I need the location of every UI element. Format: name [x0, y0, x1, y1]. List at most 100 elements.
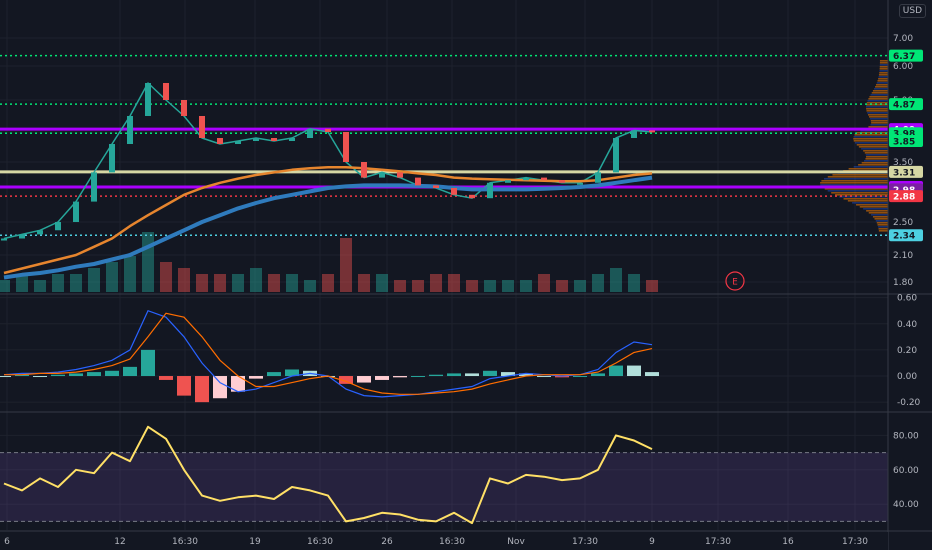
candle[interactable] — [235, 141, 241, 144]
earnings-marker-label: E — [732, 278, 738, 288]
candle[interactable] — [559, 180, 565, 183]
volume-bar — [304, 280, 316, 292]
volume-profile-bar — [824, 188, 888, 190]
candle[interactable] — [163, 83, 169, 100]
volume-profile-bar — [879, 66, 888, 68]
volume-bar — [160, 262, 172, 292]
volume-profile-bar — [856, 132, 888, 134]
volume-profile-bar — [856, 144, 888, 146]
time-tick-label: 16 — [782, 537, 794, 547]
macd-histogram-bar — [87, 372, 101, 377]
candle[interactable] — [109, 144, 115, 173]
price-badge[interactable] — [889, 98, 923, 111]
volume-profile-bar — [874, 218, 888, 220]
candle[interactable] — [289, 138, 295, 141]
candle[interactable] — [1, 238, 7, 241]
volume-bar — [124, 256, 136, 292]
price-badge-label: 2.88 — [893, 193, 915, 203]
candle[interactable] — [343, 132, 349, 162]
candle[interactable] — [181, 100, 187, 116]
volume-profile-bar — [858, 146, 888, 148]
macd-histogram-bar — [483, 370, 497, 377]
volume-profile-bar — [878, 228, 888, 230]
macd-tick-label: 0.40 — [897, 320, 917, 330]
candle[interactable] — [415, 177, 421, 186]
candle[interactable] — [523, 177, 529, 181]
candle[interactable] — [307, 128, 313, 138]
candle[interactable] — [271, 138, 277, 141]
earnings-marker[interactable] — [725, 271, 745, 291]
rsi-line[interactable] — [3, 425, 653, 525]
time-tick-label: 17:30 — [705, 537, 731, 547]
volume-profile-bar — [852, 202, 888, 204]
candle[interactable] — [451, 188, 457, 195]
candle[interactable] — [253, 138, 259, 141]
price-badge[interactable] — [889, 190, 923, 203]
price-badge[interactable] — [889, 49, 923, 62]
price-series-ema_slow[interactable] — [3, 165, 653, 275]
price-tick-label: 7.00 — [893, 34, 913, 44]
volume-bar — [520, 280, 532, 292]
volume-profile-bar — [879, 64, 888, 66]
price-badge[interactable] — [889, 165, 923, 178]
candle[interactable] — [541, 177, 547, 181]
volume-profile-bar — [870, 94, 888, 96]
time-tick-label: 9 — [649, 537, 655, 547]
macd-tick-label: 0.20 — [897, 346, 917, 356]
candle[interactable] — [379, 172, 385, 178]
rsi-tick-label: 60.00 — [893, 466, 919, 476]
candle[interactable] — [631, 130, 637, 138]
price-badge[interactable] — [889, 229, 923, 242]
candle[interactable] — [55, 222, 61, 231]
candle[interactable] — [127, 116, 133, 144]
volume-bar — [646, 280, 658, 292]
volume-bar — [70, 274, 82, 292]
candle[interactable] — [613, 138, 619, 173]
volume-bar — [0, 280, 10, 292]
candle[interactable] — [73, 201, 79, 222]
candle[interactable] — [397, 172, 403, 178]
macd-histogram-bar — [465, 373, 479, 377]
candle[interactable] — [199, 116, 205, 138]
volume-bar — [142, 232, 154, 292]
macd-signal-line[interactable] — [4, 312, 653, 395]
price-badge[interactable] — [889, 135, 923, 147]
volume-profile-bar — [872, 90, 888, 92]
earnings-marker-layer[interactable]: E — [725, 271, 745, 291]
volume-profile-bar — [870, 120, 888, 122]
candle[interactable] — [361, 162, 367, 178]
price-series-ema_long[interactable] — [3, 175, 653, 280]
candle[interactable] — [577, 182, 583, 185]
candle[interactable] — [145, 83, 151, 116]
time-tick-label: 16:30 — [307, 537, 333, 547]
time-tick-label: 17:30 — [572, 537, 598, 547]
candle[interactable] — [217, 138, 223, 144]
candle[interactable] — [19, 234, 25, 239]
candle[interactable] — [505, 180, 511, 183]
volume-profile-bar — [859, 206, 888, 208]
candle[interactable] — [37, 230, 43, 235]
candle[interactable] — [433, 185, 439, 188]
macd-histogram-bar — [285, 369, 299, 377]
candle[interactable] — [91, 172, 97, 202]
macd-histogram-bar — [375, 376, 389, 380]
currency-label[interactable]: USD — [898, 4, 926, 18]
macd-histogram-bar — [195, 376, 209, 403]
candle[interactable] — [469, 194, 475, 199]
price-badge-label: 3.31 — [893, 168, 915, 178]
macd-histogram-bar — [51, 374, 65, 377]
price-badge-label: 3.85 — [893, 138, 915, 148]
volume-bar — [538, 274, 550, 292]
volume-profile-bar — [865, 158, 888, 160]
candle[interactable] — [487, 182, 493, 199]
candle[interactable] — [595, 172, 601, 183]
volume-profile-bar — [866, 110, 888, 112]
volume-profile — [820, 60, 888, 232]
candle[interactable] — [649, 130, 655, 133]
volume-profile-bar — [876, 82, 888, 84]
candle[interactable] — [325, 128, 331, 132]
rsi-tick-label: 80.00 — [893, 431, 919, 441]
volume-profile-bar — [832, 174, 888, 176]
macd-histogram-bar — [141, 349, 155, 377]
